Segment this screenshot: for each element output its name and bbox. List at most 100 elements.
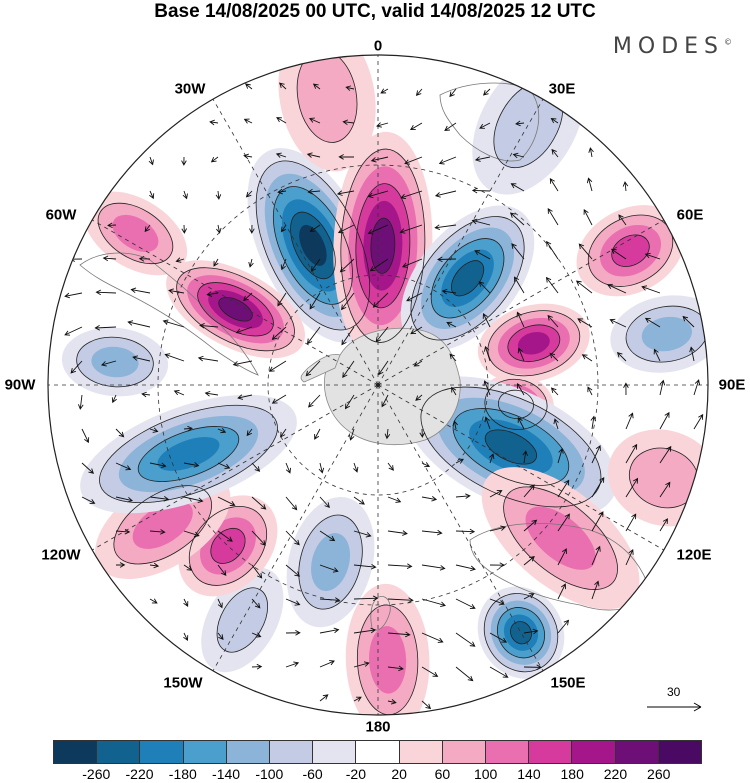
wind-arrow (285, 530, 300, 546)
wind-arrow (586, 177, 593, 192)
wind-arrow (523, 593, 535, 600)
lon-label-150w: 150W (163, 674, 203, 692)
height-contour (210, 527, 246, 564)
wind-arrow (515, 120, 525, 127)
wind-arrow (149, 427, 159, 433)
pole-marker (376, 383, 380, 387)
wind-arrow (610, 248, 627, 260)
wind-arrow (693, 379, 701, 396)
height-contour (97, 202, 174, 265)
wind-arrow (489, 666, 509, 678)
colorbar-tick-label: 140 (517, 766, 541, 782)
wind-arrow (342, 119, 355, 125)
meridian-line (92, 384, 379, 551)
height-contour (484, 429, 538, 465)
colorbar-tick-label: -100 (255, 766, 284, 782)
wind-arrow (387, 699, 397, 705)
wind-arrow (693, 413, 704, 430)
wind-arrow (251, 530, 266, 546)
wind-arrow (557, 447, 564, 464)
wind-arrow (575, 280, 593, 294)
wind-arrow (64, 326, 83, 336)
wind-arrow (353, 496, 365, 505)
copyright-mark: © (724, 37, 732, 47)
wind-arrow (375, 326, 389, 343)
colorbar-tick-label: -260 (82, 766, 111, 782)
wind-arrow (421, 666, 439, 677)
wind-arrow (583, 208, 593, 226)
wind-arrow (557, 583, 566, 600)
lon-label-90e: 90E (718, 376, 746, 394)
wind-arrow (380, 88, 389, 94)
wind-arrow (547, 208, 559, 226)
positive-anomaly-band (517, 331, 550, 355)
wind-arrow (345, 85, 355, 91)
wind-arrow (625, 412, 634, 430)
wind-arrow (100, 360, 117, 367)
negative-anomaly-band (157, 437, 220, 471)
colorbar-tick-label: 60 (434, 766, 451, 782)
wind-arrow (183, 564, 193, 571)
wind-arrow (387, 665, 404, 672)
wind-arrow (217, 462, 231, 469)
colorbar-swatch (615, 741, 659, 763)
wind-arrow (419, 428, 425, 438)
wind-arrow (523, 556, 535, 566)
height-contour (450, 260, 485, 297)
colorbar-swatch (442, 741, 487, 763)
wind-arrow (384, 428, 391, 440)
wind-arrow (353, 530, 372, 538)
wind-arrow (513, 276, 525, 294)
colorbar-swatch (399, 741, 443, 763)
wind-arrow (625, 548, 634, 566)
wind-arrow (369, 258, 389, 272)
wind-arrow (591, 444, 601, 464)
wind-arrow (546, 240, 559, 260)
colorbar-swatch (270, 741, 314, 763)
wind-arrow (78, 394, 84, 410)
wind-arrow (305, 360, 321, 377)
wind-arrow (421, 632, 444, 643)
wind-arrow (149, 598, 158, 604)
height-contour (340, 148, 426, 343)
wind-arrow (279, 82, 287, 90)
wind-arrow (489, 490, 503, 498)
wind-arrow (415, 88, 423, 97)
height-contour (430, 238, 505, 319)
wind-arrow (551, 148, 559, 158)
wind-arrow (309, 224, 321, 233)
wind-arrow (175, 257, 185, 263)
vector-scale: 30 (645, 685, 705, 715)
colorbar-tick-label: 100 (473, 766, 498, 782)
colorbar-tick-label: -60 (302, 766, 323, 782)
wind-arrow (421, 598, 446, 608)
wind-arrow (367, 190, 389, 199)
wind-arrow (319, 530, 336, 542)
wind-arrow (591, 511, 604, 532)
wind-arrow (217, 427, 227, 434)
wind-arrow (523, 628, 539, 635)
antarctica (324, 327, 461, 445)
wind-arrow (217, 530, 233, 542)
height-contour (355, 183, 411, 309)
wind-arrow (245, 83, 253, 90)
positive-anomaly-band (370, 218, 395, 274)
wind-arrow (183, 462, 200, 468)
wind-arrow (216, 224, 222, 234)
height-contour (290, 211, 336, 280)
wind-arrow (342, 360, 355, 379)
wind-arrow (115, 562, 126, 568)
wind-arrow (399, 224, 423, 234)
height-contour (484, 378, 548, 430)
wind-arrow (625, 477, 639, 498)
height-contour (197, 282, 274, 337)
wind-arrow (406, 292, 423, 302)
wind-arrow (115, 528, 131, 535)
height-contour (420, 386, 602, 508)
wind-arrow (484, 416, 491, 430)
wind-arrow (623, 382, 629, 396)
wind-arrow (523, 484, 535, 498)
wind-arrow (148, 156, 154, 166)
wind-arrow (275, 152, 287, 158)
wind-arrow (553, 418, 559, 430)
